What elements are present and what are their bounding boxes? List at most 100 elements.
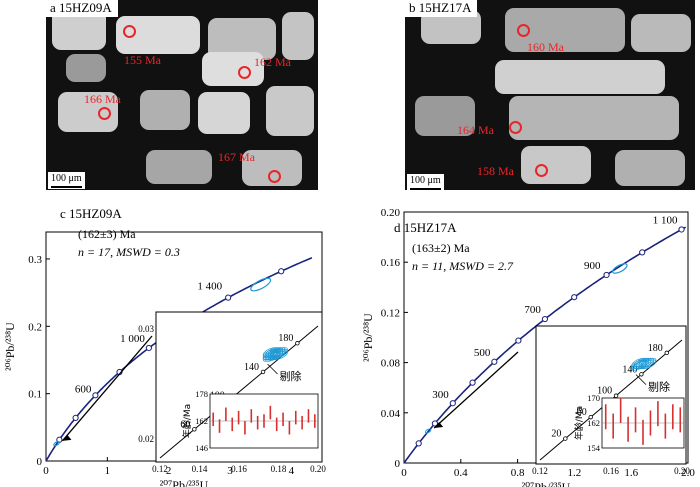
age-marker — [415, 440, 422, 447]
y-tick-label: 0.16 — [381, 257, 401, 269]
y-axis-label: ²⁰⁶Pb/²³⁸U — [361, 313, 375, 362]
age-marker — [678, 226, 685, 233]
inset-age-label: 60 — [180, 419, 190, 430]
age-result: (162±3) Ma — [78, 227, 136, 241]
age-marker — [92, 392, 99, 399]
spot-age-label: 155 Ma — [124, 53, 161, 67]
y-tick-label: 0.3 — [28, 254, 42, 266]
inset-data-ellipse — [640, 359, 657, 370]
age-marker — [431, 420, 439, 427]
inset-data-ellipse — [265, 351, 281, 362]
concordia-chart-d: 0 0.4 0.8 1.2 1.6 2.0 0 0.04 0.08 0.12 0.16 0.20 ²⁰⁷… — [361, 207, 695, 487]
x-tick-label: 4 — [289, 465, 295, 477]
inset-arrow — [433, 351, 519, 429]
spot-age-label: 158 Ma — [477, 164, 514, 178]
y-tick-label: 0.1 — [28, 389, 42, 401]
inset-x-tick-label: 0.14 — [192, 464, 208, 474]
y-tick-label: 0.12 — [381, 307, 400, 319]
spot-age-label: 166 Ma — [84, 92, 121, 106]
inset-x-tick-label: 0.12 — [152, 464, 168, 474]
x-tick-label: 0 — [401, 467, 407, 479]
age-marker — [469, 379, 476, 386]
inset-age-marker — [613, 393, 619, 398]
inset-data-ellipse — [631, 361, 647, 371]
excluded-label: 剔除 — [280, 369, 302, 383]
age-plot-tick: 178 — [195, 389, 208, 399]
inset-age-marker — [260, 369, 266, 375]
inset-age-marker — [563, 436, 568, 441]
spot-age-label: 162 Ma — [254, 55, 291, 69]
x-tick-label: 1 — [105, 465, 111, 477]
excluded-pointer — [635, 374, 647, 385]
age-marker — [541, 315, 549, 323]
analysis-spot — [98, 107, 111, 120]
panel-title: c 15HZ09A — [60, 206, 122, 221]
panel-title: d 15HZ17A — [394, 220, 457, 235]
x-tick-label: 0 — [43, 465, 49, 477]
spot-age-label: 160 Ma — [527, 40, 564, 54]
age-plot-tick: 146 — [195, 443, 208, 453]
excluded-ellipse — [612, 263, 628, 274]
concordia-age-label: 300 — [432, 389, 449, 401]
age-plot-tick: 154 — [587, 443, 601, 453]
y-tick-label: 0.20 — [381, 207, 401, 219]
x-axis-label: ²⁰⁷Pb/²³⁵U — [160, 478, 209, 487]
x-tick-label: 2 — [166, 465, 172, 477]
arrow-head — [434, 421, 444, 428]
age-marker — [72, 414, 79, 421]
panel-label-a: a 15HZ09A — [46, 0, 118, 17]
inset-age-marker — [192, 427, 197, 432]
concordia-age-label: 600 — [75, 383, 92, 395]
inset-y-tick-label: 0.03 — [138, 324, 154, 334]
inset-age-label: 100 — [597, 386, 612, 397]
y-tick-label: 0 — [395, 458, 401, 470]
spot-age-label: 164 Ma — [457, 123, 494, 137]
statistics: n = 11, MSWD = 2.7 — [412, 259, 514, 273]
inset-x-tick-label: 0.20 — [310, 464, 326, 474]
age-plot-tick: 162 — [195, 416, 208, 426]
concordia-curve — [403, 226, 687, 464]
age-result: (163±2) Ma — [412, 241, 470, 255]
excluded-ellipse — [250, 277, 272, 292]
analysis-spot — [517, 24, 530, 37]
analysis-spot — [238, 66, 251, 79]
concordia-age-label: 500 — [474, 347, 491, 359]
excluded-pointer — [267, 363, 278, 375]
statistics: n = 17, MSWD = 0.3 — [78, 245, 180, 259]
age-marker — [603, 271, 610, 279]
concordia-age-label: 1 400 — [197, 281, 222, 293]
y-tick-label: 0.04 — [381, 408, 401, 420]
data-ellipse — [53, 441, 60, 446]
y-tick-label: 0 — [37, 456, 43, 468]
analysis-spot — [123, 25, 136, 38]
cl-image-b: b 15HZ17A 160 Ma 164 Ma 158 Ma 100 μm — [405, 0, 695, 190]
inset-age-marker — [295, 341, 300, 346]
x-tick-label: 2.0 — [681, 467, 695, 479]
inset-age-label: 180 — [648, 343, 663, 354]
inset-data-ellipse — [262, 351, 279, 362]
arrow-head — [62, 434, 72, 441]
analysis-spot — [509, 121, 522, 134]
inset-x-tick-label: 0.16 — [231, 464, 247, 474]
age-marker — [515, 337, 522, 344]
cl-image-a: a 15HZ09A 155 Ma 162 Ma 166 Ma 167 Ma 10… — [46, 0, 318, 190]
scale-label: 100 μm — [410, 175, 441, 186]
spot-age-label: 167 Ma — [218, 150, 255, 164]
concordia-age-label: 700 — [524, 304, 541, 316]
inset-age-marker — [588, 414, 593, 420]
scale-bar: 100 μm — [48, 172, 85, 189]
concordia-age-label: 1 100 — [653, 214, 678, 226]
inset-age-label: 60 — [577, 407, 587, 418]
excluded-label: 剔除 — [648, 380, 670, 394]
x-tick-label: 3 — [227, 465, 233, 477]
y-tick-label: 0.2 — [28, 321, 42, 333]
age-plot-tick: 170 — [587, 393, 600, 403]
inset-age-label: 140 — [622, 364, 637, 375]
x-tick-label: 0.4 — [454, 467, 468, 479]
y-axis-label: ²⁰⁶Pb/²³⁸U — [3, 322, 17, 371]
inset-x-tick-label: 0.12 — [532, 466, 548, 476]
age-marker — [449, 400, 456, 407]
inset-age-marker — [664, 350, 669, 356]
inset-age-label: 180 — [278, 333, 293, 344]
scale-label: 100 μm — [51, 173, 82, 184]
